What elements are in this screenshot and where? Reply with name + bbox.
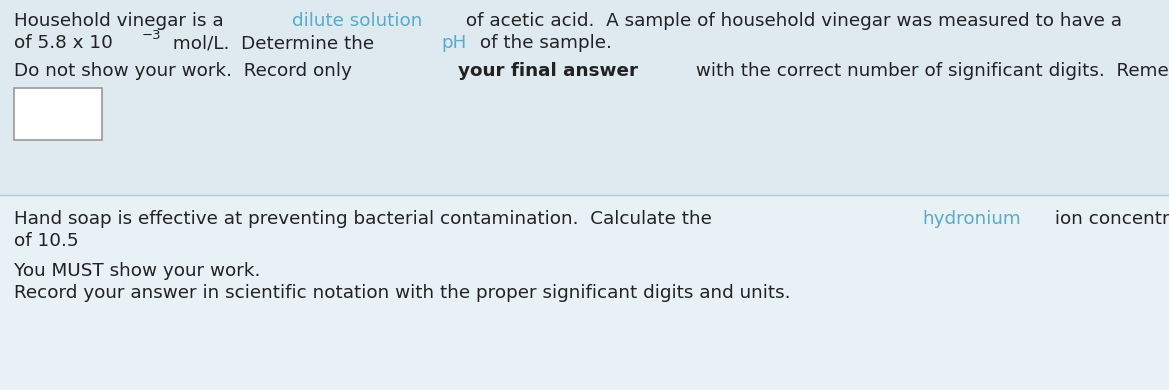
Text: hydronium: hydronium [922,210,1021,228]
Text: mol/L.  Determine the: mol/L. Determine the [167,34,380,52]
Text: of the sample.: of the sample. [475,34,613,52]
Text: −3: −3 [141,29,161,42]
Text: of 5.8 x 10: of 5.8 x 10 [14,34,113,52]
Text: your final answer: your final answer [457,62,637,80]
Text: of acetic acid.  A sample of household vinegar was measured to have a: of acetic acid. A sample of household vi… [461,12,1128,30]
Text: with the correct number of significant digits.  Remember, pH does: with the correct number of significant d… [690,62,1169,80]
Bar [0,0,1169,195]
Text: You MUST show your work.: You MUST show your work. [14,262,261,280]
Text: Record your answer in scientific notation with the proper significant digits and: Record your answer in scientific notatio… [14,284,790,302]
Text: of 10.5: of 10.5 [14,232,78,250]
Bar [0,195,1169,390]
Text: Hand soap is effective at preventing bacterial contamination.  Calculate the: Hand soap is effective at preventing bac… [14,210,718,228]
Text: pH: pH [442,34,466,52]
Text: dilute solution: dilute solution [292,12,422,30]
FancyBboxPatch shape [14,88,102,140]
Text: Household vinegar is a: Household vinegar is a [14,12,229,30]
Text: Do not show your work.  Record only: Do not show your work. Record only [14,62,358,80]
Text: ion concentration in a brand of hand soap with a: ion concentration in a brand of hand soa… [1050,210,1169,228]
